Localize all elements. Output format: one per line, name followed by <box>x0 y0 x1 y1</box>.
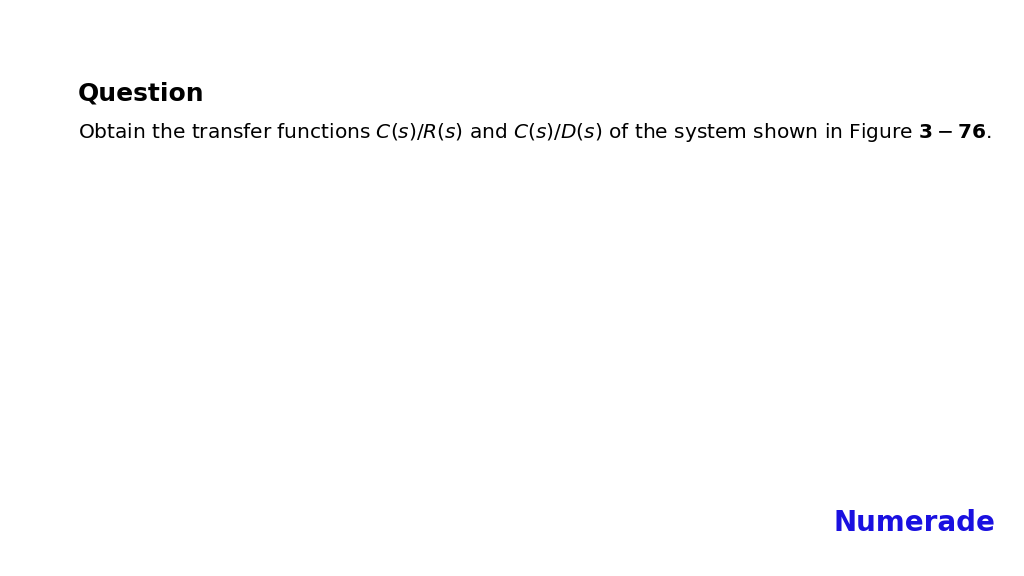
Text: Numerade: Numerade <box>834 509 995 537</box>
Text: Obtain the transfer functions $C(s)/R(s)$ and $C(s)/D(s)$ of the system shown in: Obtain the transfer functions $C(s)/R(s)… <box>78 121 991 144</box>
Text: Question: Question <box>78 82 205 106</box>
